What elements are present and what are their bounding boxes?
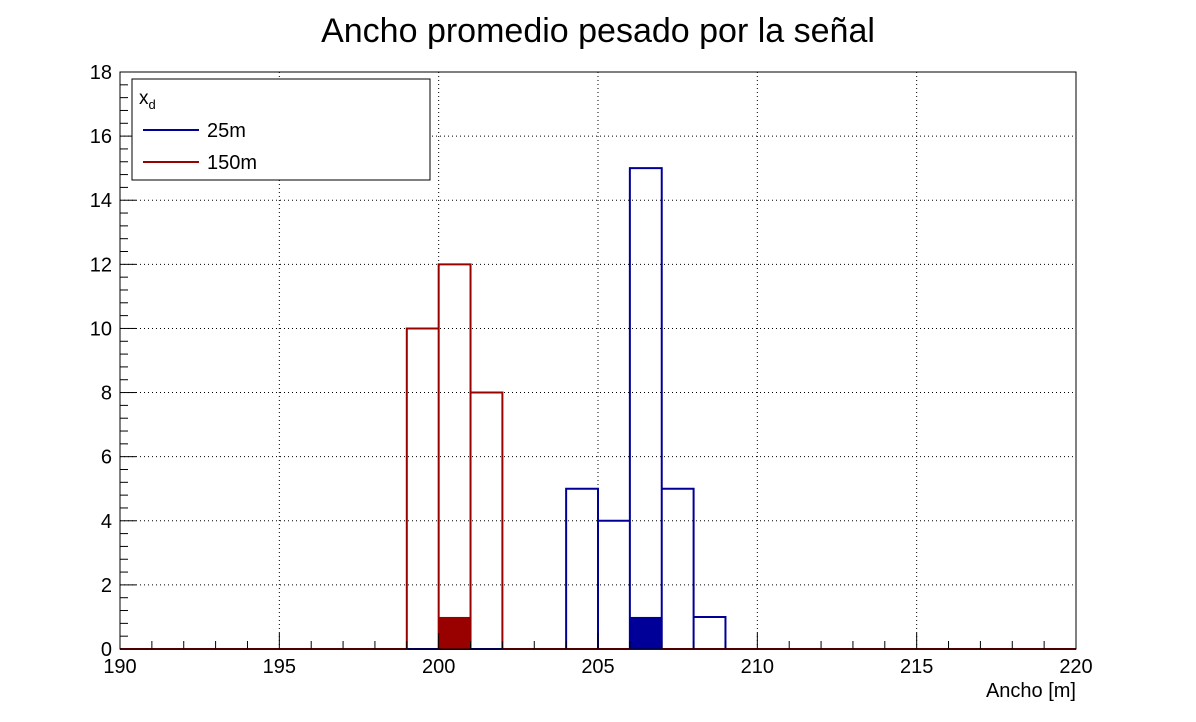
histogram-bar xyxy=(566,489,598,649)
legend: xd 25m 150m xyxy=(131,78,431,181)
histogram-bar xyxy=(439,264,471,649)
legend-title-subscript: d xyxy=(149,97,156,112)
x-tick-label: 195 xyxy=(263,656,296,678)
y-tick-label: 6 xyxy=(101,447,112,469)
x-tick-label: 210 xyxy=(741,656,774,678)
marker-box-25m xyxy=(629,616,662,649)
y-tick-label: 8 xyxy=(101,383,112,405)
y-tick-label: 16 xyxy=(90,126,112,148)
histogram-series-150m xyxy=(120,263,1076,650)
histogram-bar xyxy=(694,617,726,649)
y-axis: 0 2 4 6 8 10 12 14 16 18 xyxy=(90,62,136,661)
chart-title: Ancho promedio pesado por la señal xyxy=(321,12,875,50)
y-tick-label: 10 xyxy=(90,318,112,340)
y-tick-label: 18 xyxy=(90,62,112,84)
legend-label-150m: 150m xyxy=(207,152,257,174)
y-tick-label: 12 xyxy=(90,254,112,276)
x-tick-label: 190 xyxy=(103,656,136,678)
y-tick-label: 4 xyxy=(101,511,112,533)
histogram-bar xyxy=(407,328,439,649)
legend-title: xd xyxy=(139,88,156,112)
x-tick-label: 220 xyxy=(1059,656,1092,678)
histogram-bar xyxy=(630,168,662,649)
histogram-bar xyxy=(598,521,630,649)
histogram-bar xyxy=(662,489,694,649)
y-tick-label: 14 xyxy=(90,190,112,212)
marker-boxes xyxy=(438,616,662,649)
x-tick-label: 215 xyxy=(900,656,933,678)
histogram-bars xyxy=(120,167,1076,650)
histogram-bar xyxy=(471,393,503,649)
x-axis-label: Ancho [m] xyxy=(986,680,1076,702)
y-tick-label: 0 xyxy=(101,639,112,661)
x-tick-label: 205 xyxy=(581,656,614,678)
y-tick-label: 2 xyxy=(101,575,112,597)
legend-label-25m: 25m xyxy=(207,120,246,142)
marker-box-150m xyxy=(438,616,471,649)
histogram-series-25m xyxy=(120,167,1076,650)
x-axis: 190 195 200 205 210 215 220 xyxy=(103,633,1093,678)
x-tick-label: 200 xyxy=(422,656,455,678)
